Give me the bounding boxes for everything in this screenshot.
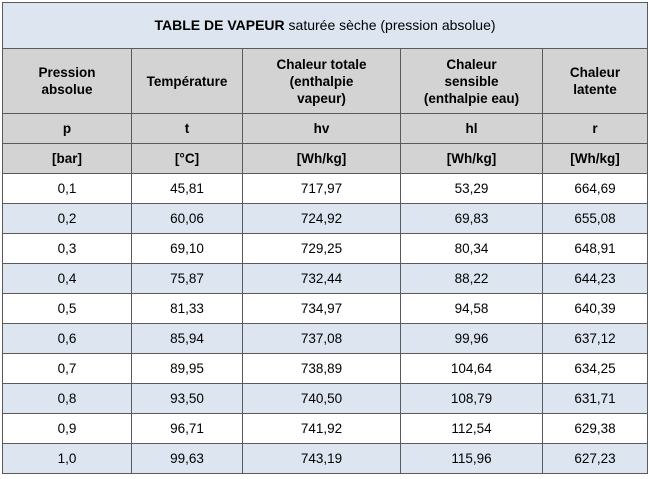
column-symbol: t	[131, 113, 243, 144]
table-row: 0,6 85,94 737,08 99,96 637,12	[2, 323, 649, 354]
table-cell: 80,34	[400, 233, 543, 264]
column-header: Chaleur sensible (enthalpie eau)	[400, 48, 543, 114]
column-header: Chaleur latente	[541, 48, 649, 114]
column-header-line: Température	[146, 73, 228, 89]
table-cell: 99,63	[131, 443, 243, 474]
table-cell: 648,91	[541, 233, 649, 264]
table-cell: 108,79	[400, 383, 543, 414]
column-header: Chaleur totale (enthalpie vapeur)	[242, 48, 401, 114]
table-cell: 655,08	[541, 203, 649, 234]
table-cell: 729,25	[242, 233, 401, 264]
column-symbol: hv	[242, 113, 401, 144]
table-title-rest: saturée sèche (pression absolue)	[284, 17, 496, 33]
table-cell: 99,96	[400, 323, 543, 354]
table-cell: 734,97	[242, 293, 401, 324]
column-header-line: (enthalpie	[289, 73, 354, 89]
table-cell: 104,64	[400, 353, 543, 384]
table-cell: 664,69	[541, 173, 649, 204]
column-header-line: latente	[573, 82, 617, 97]
table-cell: 0,5	[2, 293, 132, 324]
column-unit: [Wh/kg]	[400, 143, 543, 174]
table-title: TABLE DE VAPEUR saturée sèche (pression …	[1, 2, 649, 49]
table-cell: 0,7	[2, 353, 132, 384]
column-unit: [°C]	[131, 143, 243, 174]
table-cell: 85,94	[131, 323, 243, 354]
table-cell: 75,87	[131, 263, 243, 294]
table-cell: 115,96	[400, 443, 543, 474]
table-cell: 112,54	[400, 413, 543, 444]
table-title-bold: TABLE DE VAPEUR	[154, 17, 285, 33]
column-header-line: sensible	[444, 73, 499, 89]
table-cell: 69,10	[131, 233, 243, 264]
table-cell: 740,50	[242, 383, 401, 414]
table-cell: 88,22	[400, 263, 543, 294]
table-cell: 724,92	[242, 203, 401, 234]
table-cell: 717,97	[242, 173, 401, 204]
table-cell: 631,71	[541, 383, 649, 414]
table-cell: 94,58	[400, 293, 543, 324]
table-cell: 81,33	[131, 293, 243, 324]
column-unit: [bar]	[2, 143, 132, 174]
column-names-row: Pression absolue Température Chaleur totale…	[2, 48, 649, 114]
column-header-line: (enthalpie eau)	[423, 90, 520, 106]
table-cell: 640,39	[541, 293, 649, 324]
table-cell: 0,8	[2, 383, 132, 414]
column-header: Température	[131, 48, 243, 114]
column-unit: [Wh/kg]	[242, 143, 401, 174]
table-cell: 0,9	[2, 413, 132, 444]
column-header: Pression absolue	[2, 48, 132, 114]
table-cell: 629,38	[541, 413, 649, 444]
column-symbol: p	[2, 113, 132, 144]
table-cell: 1,0	[2, 443, 132, 474]
table-cell: 738,89	[242, 353, 401, 384]
table-cell: 0,4	[2, 263, 132, 294]
table-row: 0,7 89,95 738,89 104,64 634,25	[2, 353, 649, 384]
table-row: 0,8 93,50 740,50 108,79 631,71	[2, 383, 649, 414]
table-row: 0,1 45,81 717,97 53,29 664,69	[2, 173, 649, 204]
table-cell: 737,08	[242, 323, 401, 354]
table-cell: 0,2	[2, 203, 132, 234]
table-cell: 60,06	[131, 203, 243, 234]
column-header-line: Chaleur	[446, 56, 497, 72]
table-cell: 634,25	[541, 353, 649, 384]
column-unit: [Wh/kg]	[541, 143, 649, 174]
table-cell: 0,3	[2, 233, 132, 264]
table-row: 0,5 81,33 734,97 94,58 640,39	[2, 293, 649, 324]
table-cell: 741,92	[242, 413, 401, 444]
table-row: 0,9 96,71 741,92 112,54 629,38	[2, 413, 649, 444]
column-header-line: Pression	[38, 65, 96, 80]
column-header-line: vapeur)	[297, 90, 346, 106]
column-symbol: hl	[400, 113, 543, 144]
table-row: 0,2 60,06 724,92 69,83 655,08	[2, 203, 649, 234]
table-cell: 637,12	[541, 323, 649, 354]
table-cell: 732,44	[242, 263, 401, 294]
table-row: 0,3 69,10 729,25 80,34 648,91	[2, 233, 649, 264]
table-cell: 69,83	[400, 203, 543, 234]
table-cell: 93,50	[131, 383, 243, 414]
column-header-line: absolue	[41, 82, 93, 97]
table-cell: 96,71	[131, 413, 243, 444]
column-units-row: [bar] [°C] [Wh/kg] [Wh/kg] [Wh/kg]	[2, 143, 649, 174]
column-symbol: r	[541, 113, 649, 144]
table-cell: 0,1	[2, 173, 132, 204]
table-row: 0,4 75,87 732,44 88,22 644,23	[2, 263, 649, 294]
table-cell: 45,81	[131, 173, 243, 204]
column-header-line: Chaleur totale	[276, 56, 367, 72]
table-row: 1,0 99,63 743,19 115,96 627,23	[2, 443, 649, 474]
table-body: 0,1 45,81 717,97 53,29 664,69 0,2 60,06 724,92 6…	[2, 173, 649, 474]
column-symbols-row: p t hv hl r	[2, 113, 649, 144]
table-cell: 0,6	[2, 323, 132, 354]
column-header-line: Chaleur	[569, 65, 621, 80]
table-cell: 89,95	[131, 353, 243, 384]
table-cell: 627,23	[541, 443, 649, 474]
table-cell: 53,29	[400, 173, 543, 204]
table-cell: 644,23	[541, 263, 649, 294]
table-cell: 743,19	[242, 443, 401, 474]
